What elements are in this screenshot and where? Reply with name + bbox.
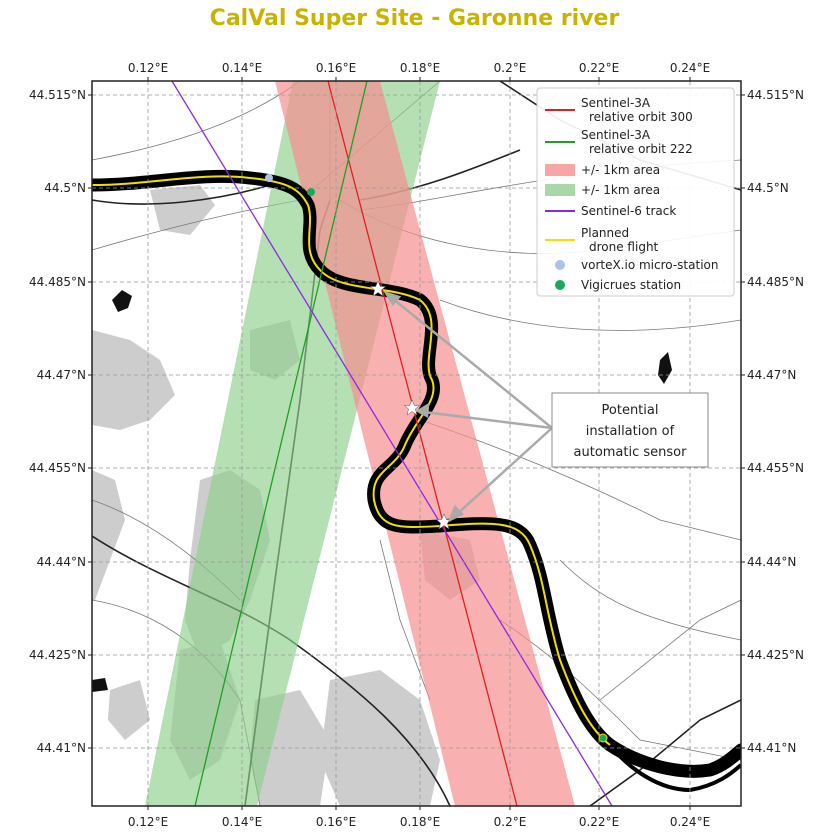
sensor-callout: Potential installation of automatic sens… [551, 392, 709, 468]
legend-item: +/- 1km area [545, 163, 660, 177]
legend-box [536, 87, 735, 297]
x-tick-label-bottom: 0.24°E [670, 815, 710, 829]
legend-label: +/- 1km area [581, 183, 660, 197]
sentinel3a-orbit300-track [327, 81, 518, 806]
axis-ticks: 0.12°E 0.12°E 0.14°E 0.14°E 0.16°E 0.16°E 0.18… [29, 61, 804, 829]
legend-label-line2: drone flight [589, 240, 659, 254]
y-tick-label-left: 44.515°N [29, 88, 86, 102]
x-tick-label-bottom: 0.18°E [400, 815, 440, 829]
x-tick-label-bottom: 0.12°E [128, 815, 168, 829]
legend-swatch-dot [555, 260, 565, 270]
callout-line-2: installation of [586, 424, 675, 439]
legend-item: Vigicrues station [555, 278, 681, 292]
vortex-micro-station [265, 174, 273, 182]
x-tick-label-top: 0.12°E [128, 61, 168, 75]
map-frame [91, 80, 742, 807]
x-tick-label-bottom: 0.16°E [316, 815, 356, 829]
x-tick-label-bottom: 0.22°E [579, 815, 619, 829]
x-tick-label-top: 0.14°E [222, 61, 262, 75]
legend-label: Sentinel-3A [581, 96, 651, 110]
y-tick-label-left: 44.455°N [29, 461, 86, 475]
legend-label: Vigicrues station [581, 278, 681, 292]
legend-item: Sentinel-6 track [545, 204, 676, 218]
callout-line-1: Potential [602, 403, 659, 418]
legend-label: Sentinel-3A [581, 128, 651, 142]
callout-line-3: automatic sensor [574, 445, 688, 460]
sensor-star-1 [369, 280, 387, 297]
vigicrues-station-2 [598, 733, 608, 743]
x-tick-label-bottom: 0.2°E [494, 815, 527, 829]
y-tick-label-right: 44.515°N [747, 88, 804, 102]
legend-swatch-dot [555, 280, 565, 290]
y-tick-label-right: 44.455°N [747, 461, 804, 475]
x-tick-label-top: 0.2°E [494, 61, 527, 75]
y-tick-label-left: 44.485°N [29, 275, 86, 289]
y-tick-label-left: 44.47°N [37, 368, 86, 382]
legend-item: vorteX.io micro-station [555, 258, 718, 272]
y-tick-label-left: 44.5°N [44, 181, 86, 195]
sentinel3a-orbit222-track [194, 81, 368, 806]
x-tick-label-top: 0.16°E [316, 61, 356, 75]
legend-swatch-patch [545, 164, 575, 176]
x-tick-label-bottom: 0.14°E [222, 815, 262, 829]
x-tick-label-top: 0.22°E [579, 61, 619, 75]
legend-label: Sentinel-6 track [581, 204, 676, 218]
legend-label: +/- 1km area [581, 163, 660, 177]
legend-label: vorteX.io micro-station [581, 258, 718, 272]
y-tick-label-left: 44.44°N [37, 555, 86, 569]
red-swath-area [275, 81, 575, 806]
legend-label-line2: relative orbit 222 [589, 142, 693, 156]
vigicrues-station [307, 188, 315, 196]
x-tick-label-top: 0.24°E [670, 61, 710, 75]
dark-features [92, 290, 672, 692]
legend-swatch-patch [545, 184, 575, 196]
sensor-star-2 [403, 399, 421, 416]
legend-label: Planned [581, 226, 629, 240]
map-title: CalVal Super Site - Garonne river [209, 6, 620, 31]
legend-label-line2: relative orbit 300 [589, 110, 693, 124]
y-tick-label-right: 44.44°N [747, 555, 796, 569]
y-tick-label-right: 44.425°N [747, 648, 804, 662]
y-tick-label-right: 44.5°N [747, 181, 789, 195]
y-tick-label-left: 44.41°N [37, 741, 86, 755]
y-tick-label-right: 44.41°N [747, 741, 796, 755]
sentinel6-track [171, 81, 613, 806]
sensor-stars [369, 280, 453, 530]
y-tick-label-right: 44.485°N [747, 275, 804, 289]
legend-item: +/- 1km area [545, 183, 660, 197]
y-tick-label-left: 44.425°N [29, 648, 86, 662]
y-tick-label-right: 44.47°N [747, 368, 796, 382]
callout-box [551, 392, 709, 468]
x-tick-label-top: 0.18°E [400, 61, 440, 75]
callout-arrows [383, 290, 553, 523]
